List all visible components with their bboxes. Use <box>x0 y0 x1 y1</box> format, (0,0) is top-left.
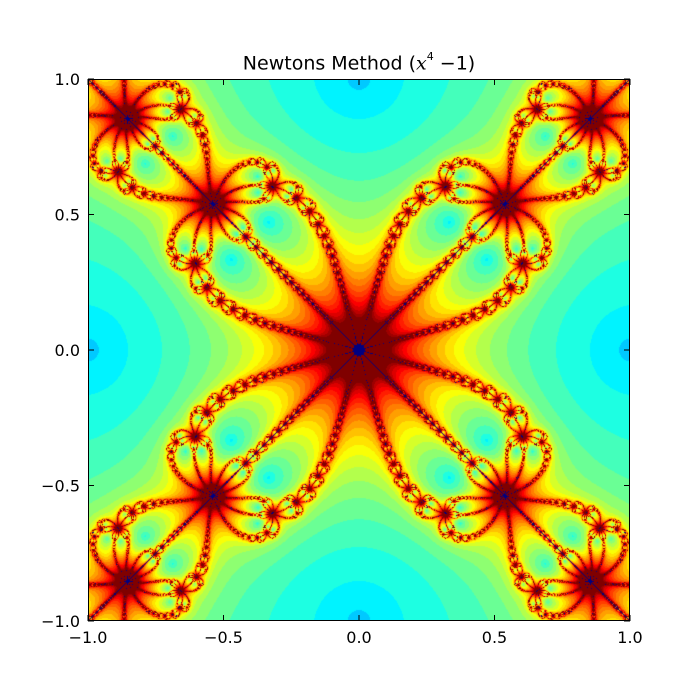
x-tick-label: 0.0 <box>346 628 371 647</box>
x-tick-label: −1.0 <box>69 628 108 647</box>
y-tick-label: 0.5 <box>55 206 80 225</box>
y-tick-label: 1.0 <box>55 70 80 89</box>
y-tick-label: −0.5 <box>41 477 80 496</box>
x-tick-label: 0.5 <box>482 628 507 647</box>
chart-title-prefix: Newtons Method ( <box>242 52 417 75</box>
plot-frame <box>88 79 630 621</box>
chart-title-rest: −1) <box>433 52 476 75</box>
x-axis-ticks: −1.0 −0.5 0.0 0.5 1.0 <box>69 79 643 647</box>
y-tick-label: −1.0 <box>41 612 80 631</box>
x-tick-label: 1.0 <box>617 628 642 647</box>
newton-fractal-heatmap <box>88 79 630 621</box>
chart-title-variable: x <box>416 52 427 75</box>
y-axis-ticks: −1.0 −0.5 0.0 0.5 1.0 <box>41 70 630 631</box>
x-tick-label: −0.5 <box>204 628 243 647</box>
y-tick-label: 0.0 <box>55 341 80 360</box>
chart-title-exponent: 4 <box>426 50 434 63</box>
chart-title: Newtons Method (x4 −1) <box>88 50 630 75</box>
